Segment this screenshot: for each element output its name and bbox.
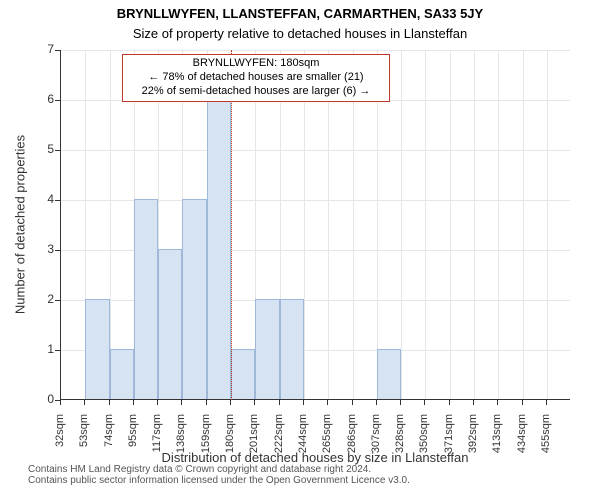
histogram-bar	[280, 299, 304, 399]
x-tick-label: 307sqm	[370, 414, 382, 464]
x-tick-label: 180sqm	[224, 414, 236, 464]
y-tick-mark	[55, 200, 60, 201]
gridline-v	[547, 50, 548, 399]
gridline-v	[450, 50, 451, 399]
y-tick-label: 3	[26, 242, 54, 256]
x-tick-label: 222sqm	[273, 414, 285, 464]
x-tick-mark	[133, 400, 134, 405]
x-tick-label: 244sqm	[297, 414, 309, 464]
x-tick-label: 265sqm	[321, 414, 333, 464]
x-tick-label: 434sqm	[516, 414, 528, 464]
x-tick-mark	[352, 400, 353, 405]
gridline-v	[304, 50, 305, 399]
x-tick-label: 201sqm	[248, 414, 260, 464]
histogram-bar	[377, 349, 401, 399]
x-tick-label: 159sqm	[200, 414, 212, 464]
x-tick-mark	[109, 400, 110, 405]
x-tick-mark	[157, 400, 158, 405]
reference-line	[231, 50, 233, 400]
chart-title-line1: BRYNLLWYFEN, LLANSTEFFAN, CARMARTHEN, SA…	[0, 6, 600, 21]
histogram-bar	[207, 99, 231, 399]
y-tick-label: 7	[26, 42, 54, 56]
x-tick-mark	[497, 400, 498, 405]
histogram-bar	[182, 199, 206, 399]
gridline-v	[110, 50, 111, 399]
x-tick-label: 328sqm	[394, 414, 406, 464]
x-tick-mark	[449, 400, 450, 405]
x-tick-label: 413sqm	[491, 414, 503, 464]
annotation-line-3: 22% of semi-detached houses are larger (…	[127, 85, 385, 99]
annotation-box: BRYNLLWYFEN: 180sqm ← 78% of detached ho…	[122, 54, 390, 102]
gridline-v	[474, 50, 475, 399]
x-tick-mark	[279, 400, 280, 405]
histogram-bar	[85, 299, 109, 399]
y-tick-label: 5	[26, 142, 54, 156]
x-tick-label: 350sqm	[418, 414, 430, 464]
plot-area	[60, 50, 570, 400]
x-tick-mark	[206, 400, 207, 405]
x-tick-mark	[376, 400, 377, 405]
x-tick-mark	[181, 400, 182, 405]
x-tick-mark	[424, 400, 425, 405]
histogram-bar	[110, 349, 134, 399]
x-tick-label: 53sqm	[78, 414, 90, 464]
y-tick-label: 4	[26, 192, 54, 206]
footer-line-2: Contains public sector information licen…	[0, 475, 600, 486]
x-tick-label: 95sqm	[127, 414, 139, 464]
x-tick-label: 286sqm	[346, 414, 358, 464]
y-tick-mark	[55, 150, 60, 151]
x-tick-mark	[303, 400, 304, 405]
x-tick-mark	[546, 400, 547, 405]
x-tick-label: 74sqm	[103, 414, 115, 464]
y-tick-mark	[55, 250, 60, 251]
gridline-v	[498, 50, 499, 399]
gridline-v	[353, 50, 354, 399]
histogram-bar	[255, 299, 279, 399]
histogram-bar	[231, 349, 255, 399]
x-tick-label: 392sqm	[467, 414, 479, 464]
x-tick-label: 371sqm	[443, 414, 455, 464]
y-tick-mark	[55, 350, 60, 351]
gridline-v	[328, 50, 329, 399]
x-tick-mark	[473, 400, 474, 405]
x-tick-label: 117sqm	[151, 414, 163, 464]
x-tick-mark	[400, 400, 401, 405]
x-tick-label: 455sqm	[540, 414, 552, 464]
footer-line-1: Contains HM Land Registry data © Crown c…	[0, 464, 600, 475]
x-tick-mark	[84, 400, 85, 405]
gridline-v	[377, 50, 378, 399]
chart-title-line2: Size of property relative to detached ho…	[0, 26, 600, 41]
gridline-v	[401, 50, 402, 399]
gridline-v	[425, 50, 426, 399]
y-tick-mark	[55, 300, 60, 301]
x-tick-mark	[522, 400, 523, 405]
x-tick-label: 32sqm	[54, 414, 66, 464]
annotation-line-2: ← 78% of detached houses are smaller (21…	[127, 71, 385, 85]
chart-container: BRYNLLWYFEN, LLANSTEFFAN, CARMARTHEN, SA…	[0, 0, 600, 500]
y-tick-mark	[55, 100, 60, 101]
x-tick-mark	[327, 400, 328, 405]
x-tick-label: 138sqm	[175, 414, 187, 464]
x-tick-mark	[60, 400, 61, 405]
footer: Contains HM Land Registry data © Crown c…	[0, 464, 600, 486]
y-tick-label: 0	[26, 392, 54, 406]
gridline-h	[61, 50, 570, 51]
y-tick-label: 2	[26, 292, 54, 306]
y-tick-label: 1	[26, 342, 54, 356]
gridline-h	[61, 150, 570, 151]
x-tick-mark	[230, 400, 231, 405]
histogram-bar	[158, 249, 182, 399]
y-tick-mark	[55, 50, 60, 51]
gridline-v	[523, 50, 524, 399]
histogram-bar	[134, 199, 158, 399]
annotation-line-1: BRYNLLWYFEN: 180sqm	[127, 57, 385, 71]
x-tick-mark	[254, 400, 255, 405]
y-tick-label: 6	[26, 92, 54, 106]
